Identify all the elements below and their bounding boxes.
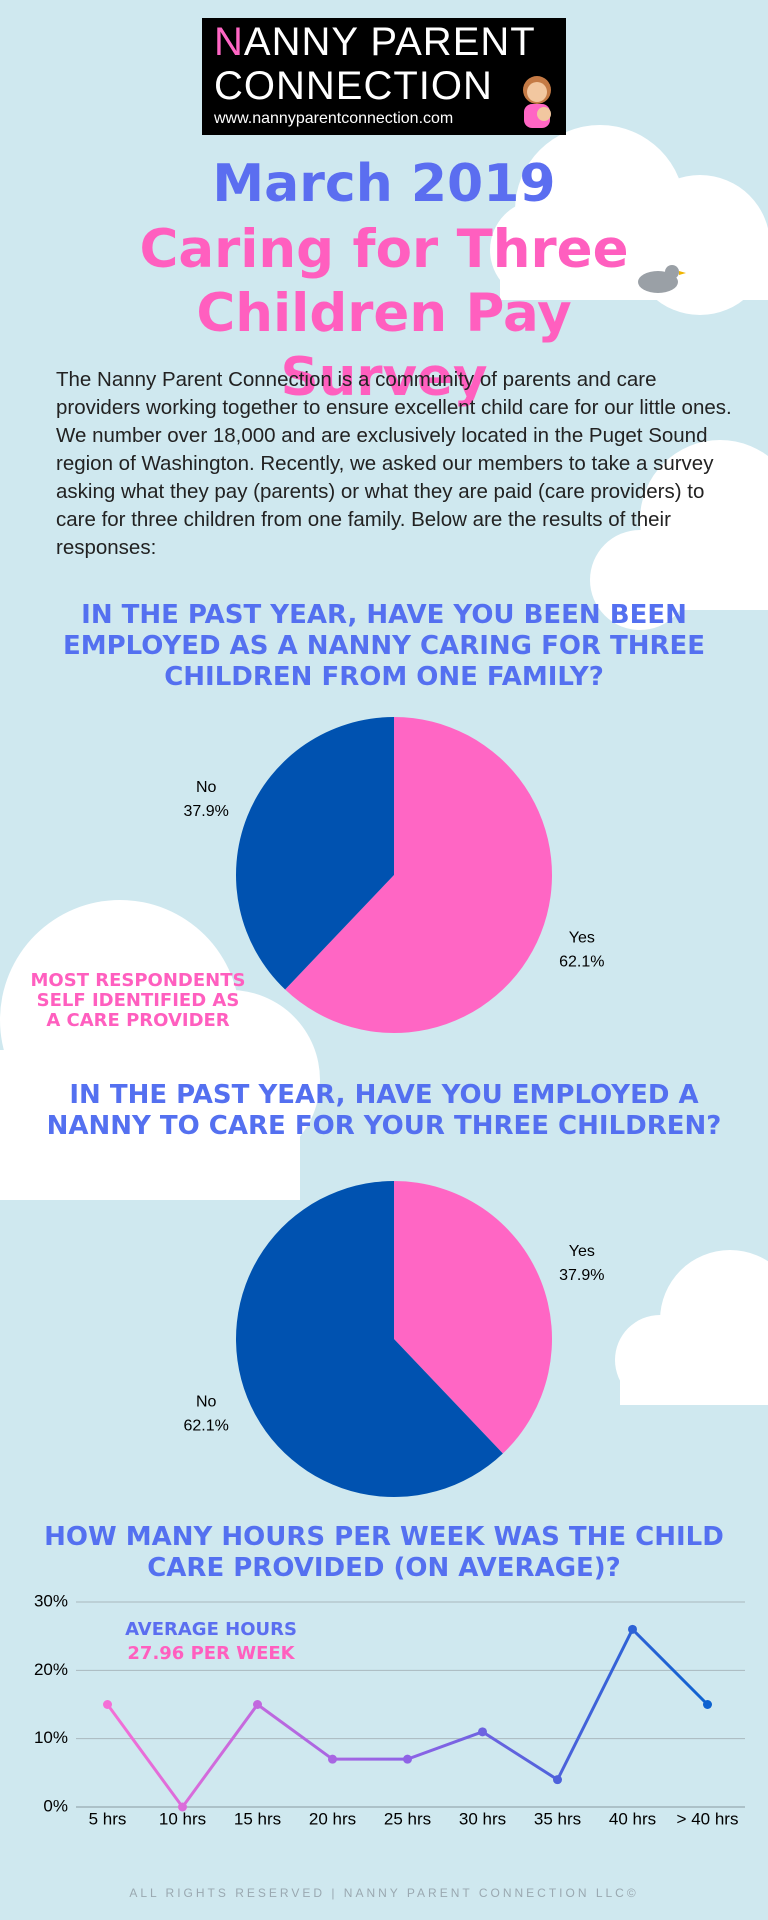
y-tick-label: 30%	[34, 1591, 68, 1610]
y-tick-label: 0%	[43, 1796, 68, 1815]
slice-value: 37.9%	[184, 803, 229, 820]
point	[178, 1802, 187, 1812]
logo: NANNY PARENT CONNECTION www.nannyparentc…	[202, 18, 566, 135]
x-tick-label: 15 hrs	[234, 1809, 281, 1828]
footer: ALL RIGHTS RESERVED | NANNY PARENT CONNE…	[129, 1886, 639, 1900]
x-tick-label: 30 hrs	[459, 1809, 506, 1828]
logo-icon	[523, 76, 551, 128]
chart-title: IN THE PAST YEAR, HAVE YOU EMPLOYED A NA…	[46, 1080, 722, 1141]
pie-slice	[236, 1181, 503, 1498]
point	[403, 1754, 412, 1764]
chart-title: HOW MANY HOURS PER WEEK WAS THE CHILD CA…	[44, 1522, 724, 1583]
pie-slice	[236, 717, 394, 990]
slice-value: 62.1%	[559, 953, 604, 970]
intro: The Nanny Parent Connection is a communi…	[56, 368, 732, 559]
point	[553, 1775, 562, 1785]
logo-url: www.nannyparentconnection.com	[214, 110, 454, 127]
point	[628, 1624, 637, 1634]
slice-value: 62.1%	[184, 1417, 229, 1434]
clouds	[0, 125, 768, 1405]
x-tick-label: 5 hrs	[89, 1809, 127, 1828]
annotation: MOST RESPONDENTS SELF IDENTIFIED AS A CA…	[30, 970, 246, 1031]
slice-label: Yes	[569, 1243, 595, 1260]
x-tick-label: 35 hrs	[534, 1809, 581, 1828]
point	[253, 1700, 262, 1709]
x-tick-label: 40 hrs	[609, 1809, 656, 1828]
y-tick-label: 20%	[34, 1660, 68, 1679]
y-tick-label: 10%	[34, 1728, 68, 1747]
pie-slice	[394, 1181, 552, 1454]
chart-title: IN THE PAST YEAR, HAVE YOU BEEN BEEN EMP…	[62, 600, 706, 692]
slice-label: Yes	[569, 929, 595, 946]
title: Caring for Three Children Pay Survey	[139, 219, 629, 408]
annotation: 27.96 PER WEEK	[127, 1643, 295, 1664]
point	[103, 1700, 112, 1709]
x-tick-label: 10 hrs	[159, 1809, 206, 1828]
bird	[638, 265, 686, 293]
slice-label: No	[196, 779, 217, 796]
pie-slice	[285, 717, 552, 1033]
annotation: AVERAGE HOURS	[125, 1619, 297, 1640]
point	[328, 1754, 337, 1764]
slice-value: 37.9%	[559, 1267, 604, 1284]
x-tick-label: 25 hrs	[384, 1809, 431, 1828]
date: March 2019	[212, 154, 556, 214]
logo-text: NANNY PARENT	[214, 20, 536, 64]
logo-text: CONNECTION	[214, 64, 493, 108]
slice-label: No	[196, 1393, 217, 1410]
x-tick-label: 20 hrs	[309, 1809, 356, 1828]
point	[478, 1727, 487, 1737]
point	[703, 1700, 712, 1709]
x-tick-label: > 40 hrs	[677, 1809, 739, 1828]
